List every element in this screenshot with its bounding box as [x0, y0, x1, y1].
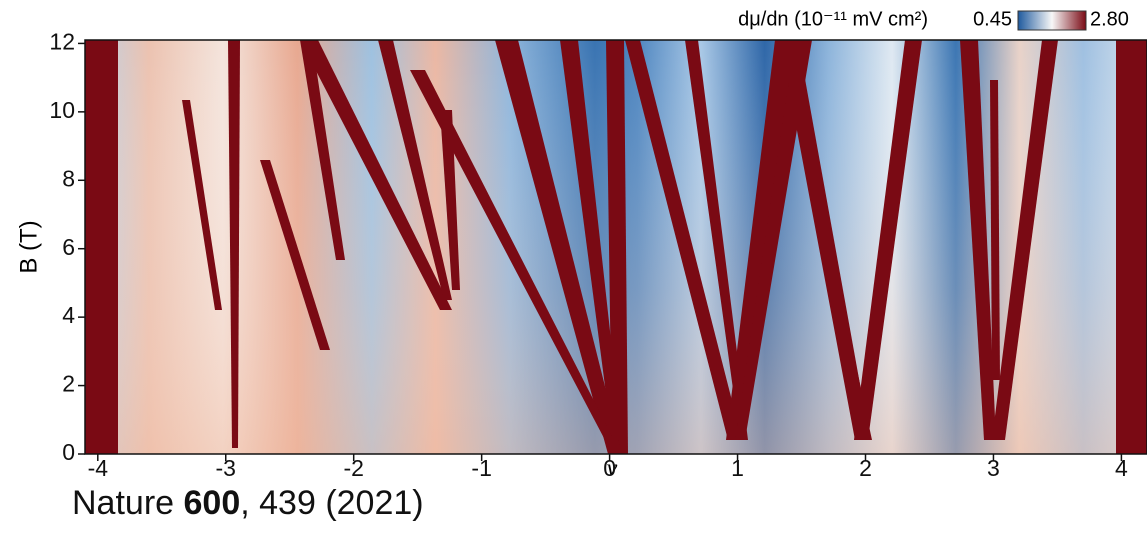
- x-tick-label: 3: [987, 455, 1000, 480]
- y-tick-label: 4: [62, 302, 75, 328]
- colorbar-min: 0.45: [973, 8, 1012, 30]
- x-tick-label: -4: [88, 455, 109, 480]
- citation-rest: , 439 (2021): [240, 484, 424, 522]
- x-tick-label: -1: [471, 455, 491, 480]
- plot-frame: [84, 39, 1147, 455]
- y-axis-label: B (T): [15, 220, 42, 273]
- citation-journal: Nature: [72, 484, 175, 522]
- y-tick-label: 6: [62, 234, 75, 260]
- y-tick-label: 10: [49, 97, 75, 123]
- x-tick-label: 1: [731, 455, 744, 480]
- colorbar-label: dμ/dn (10⁻¹¹ mV cm²): [738, 8, 928, 30]
- y-tick-label: 8: [62, 165, 75, 191]
- y-tick-label: 12: [49, 28, 75, 54]
- citation: Nature 600, 439 (2021): [72, 484, 424, 523]
- x-tick-label: 0: [603, 455, 616, 480]
- x-tick-label: 4: [1115, 455, 1128, 480]
- x-tick-label: -2: [343, 455, 363, 480]
- citation-volume: 600: [183, 484, 241, 522]
- y-tick-label: 0: [62, 439, 75, 465]
- y-tick-label: 2: [62, 371, 75, 397]
- chart: dμ/dn (10⁻¹¹ mV cm²) 0.45 2.80 ν B (T) -…: [15, 8, 1147, 481]
- colorbar-max: 2.80: [1090, 8, 1129, 30]
- x-tick-label: -3: [216, 455, 236, 480]
- colorbar: [1017, 10, 1087, 31]
- heatmap: [85, 40, 1147, 454]
- x-tick-label: 2: [859, 455, 872, 480]
- x-axis-label: ν: [607, 456, 618, 481]
- heatmap-features: [85, 40, 1147, 454]
